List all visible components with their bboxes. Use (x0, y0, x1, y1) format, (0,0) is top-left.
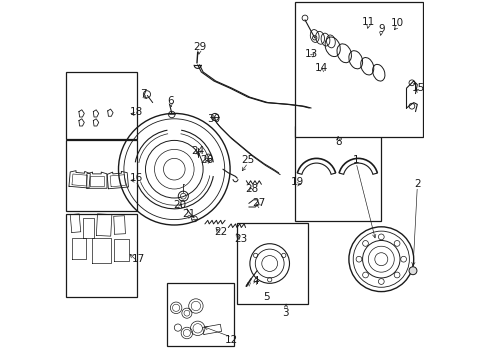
Bar (294, 126, 381, 221)
Text: 8: 8 (334, 137, 341, 147)
Text: 2: 2 (413, 179, 420, 189)
Text: 12: 12 (225, 335, 238, 345)
Text: 19: 19 (290, 177, 304, 187)
Bar (66, 140, 136, 211)
Text: 22: 22 (214, 227, 227, 237)
Text: 20: 20 (173, 200, 186, 210)
Text: 15: 15 (410, 83, 424, 93)
Bar (294, 2, 422, 137)
Text: 6: 6 (167, 96, 174, 106)
Text: 30: 30 (207, 114, 220, 124)
Bar (66, 214, 136, 297)
Text: 26: 26 (200, 155, 213, 165)
Text: 16: 16 (130, 173, 143, 183)
Text: 18: 18 (130, 107, 143, 117)
Text: 27: 27 (252, 198, 265, 208)
Bar (66, 72, 136, 139)
Text: 13: 13 (304, 49, 317, 59)
Text: 24: 24 (191, 146, 204, 156)
Text: 10: 10 (390, 18, 403, 28)
Text: 9: 9 (377, 24, 384, 34)
Text: 7: 7 (140, 89, 147, 99)
Text: 11: 11 (361, 17, 375, 27)
Ellipse shape (408, 267, 416, 275)
Text: 3: 3 (282, 308, 288, 318)
Text: 1: 1 (352, 155, 359, 165)
Text: 28: 28 (244, 184, 258, 194)
Text: 14: 14 (315, 63, 328, 73)
Text: 25: 25 (241, 155, 254, 165)
Text: 21: 21 (182, 209, 195, 219)
Bar (237, 223, 307, 304)
Text: 5: 5 (262, 292, 269, 302)
Text: 23: 23 (234, 234, 247, 244)
Text: 29: 29 (192, 42, 206, 52)
Text: 17: 17 (131, 254, 144, 264)
Bar (167, 283, 233, 346)
Text: 4: 4 (251, 276, 258, 286)
